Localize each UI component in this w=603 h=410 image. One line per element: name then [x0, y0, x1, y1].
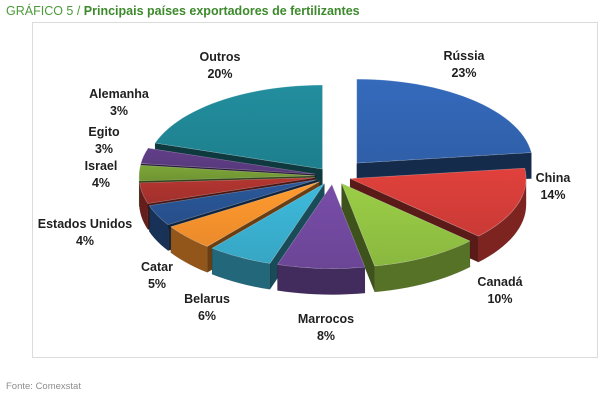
source-note: Fonte: Comexstat — [6, 381, 81, 392]
slice-category-4: Belarus — [184, 292, 230, 306]
slice-label-4: Belarus 6% — [184, 292, 230, 323]
slice-percent-6: 4% — [76, 234, 94, 248]
pie-slice-7 — [139, 177, 316, 204]
slice-category-2: Canadá — [477, 275, 522, 289]
slice-label-2: Canadá 10% — [477, 275, 522, 306]
slice-category-0: Rússia — [444, 49, 486, 63]
slice-label-9: Alemanha 3% — [89, 87, 150, 118]
slice-percent-1: 14% — [540, 188, 565, 202]
pie-slice-2 — [341, 182, 471, 267]
chart-frame: Rússia 23% China 14% Canadá 10% Marrocos 8% Bela… — [32, 22, 598, 358]
pie-slice-6 — [148, 179, 317, 226]
slice-label-0: Rússia 23% — [444, 49, 486, 80]
slice-label-3: Marrocos 8% — [298, 312, 354, 343]
slice-percent-7: 4% — [92, 176, 110, 190]
figure-number: GRÁFICO 5 / — [6, 4, 84, 18]
pie-slice-3 — [276, 183, 366, 269]
slice-category-9: Alemanha — [89, 87, 150, 101]
slice-category-6: Estados Unidos — [38, 217, 133, 231]
pie-slice-4 — [211, 183, 325, 264]
slice-label-8: Egito 3% — [88, 125, 120, 156]
pie-slice-8 — [138, 164, 316, 182]
pie-slice-side-3-outer — [277, 264, 366, 295]
chart-title: GRÁFICO 5 / Principais países exportador… — [6, 4, 360, 18]
slice-percent-5: 5% — [148, 277, 166, 291]
pie-slice-side-7-outer — [139, 182, 149, 231]
slice-label-1: China 14% — [536, 171, 572, 202]
pie-slice-0 — [356, 78, 532, 164]
pie-slice-9 — [140, 147, 316, 175]
slice-percent-0: 23% — [451, 66, 476, 80]
slice-category-5: Catar — [141, 260, 173, 274]
slice-percent-10: 20% — [207, 67, 232, 81]
pie-slice-side-2-outer — [374, 240, 471, 293]
slice-label-10: Outros 20% — [200, 50, 241, 81]
slice-label-7: Israel 4% — [85, 159, 118, 190]
slice-percent-2: 10% — [487, 292, 512, 306]
pie-slice-1 — [349, 167, 527, 237]
pie-slice-side-5-outer — [170, 226, 208, 273]
slice-percent-8: 3% — [95, 142, 113, 156]
slice-category-7: Israel — [85, 159, 118, 173]
slice-label-5: Catar 5% — [141, 260, 173, 291]
slice-percent-9: 3% — [110, 104, 128, 118]
slice-label-6: Estados Unidos 4% — [38, 217, 133, 248]
slice-category-3: Marrocos — [298, 312, 354, 326]
pie-slice-10 — [154, 84, 323, 170]
slice-category-10: Outros — [200, 50, 241, 64]
pie-chart: Rússia 23% China 14% Canadá 10% Marrocos 8% Bela… — [38, 49, 572, 343]
slice-percent-4: 6% — [198, 309, 216, 323]
slice-percent-3: 8% — [317, 329, 335, 343]
slice-category-1: China — [536, 171, 572, 185]
pie-slice-5 — [170, 181, 320, 247]
slice-category-8: Egito — [88, 125, 120, 139]
figure-title: Principais países exportadores de fertil… — [83, 4, 360, 18]
